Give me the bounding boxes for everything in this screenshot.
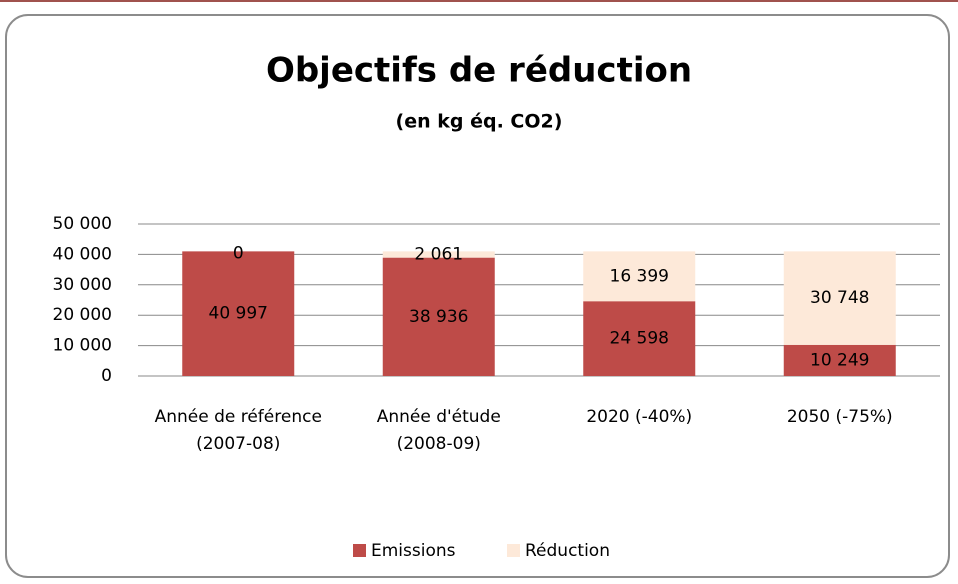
y-tick-label: 50 000	[53, 214, 112, 234]
x-tick-label: Année d'étude (2008-09)	[376, 407, 501, 454]
x-tick-label: 2020 (-40%)	[586, 407, 693, 427]
y-tick-label: 40 000	[53, 244, 112, 264]
top-border	[0, 0, 958, 2]
chart-title: Objectifs de réduction	[266, 51, 692, 91]
y-tick-label: 30 000	[53, 275, 112, 295]
bar-segment	[583, 251, 696, 302]
y-tick-label: 20 000	[53, 305, 112, 325]
legend-label: Emissions	[371, 541, 456, 561]
legend-swatch	[353, 544, 366, 557]
data-label: 10 249	[810, 350, 869, 370]
x-tick-label: Année de référence (2007-08)	[154, 407, 322, 454]
data-label: 16 399	[610, 266, 669, 286]
y-tick-label: 10 000	[53, 336, 112, 356]
x-tick-label: 2050 (-75%)	[786, 407, 893, 427]
legend-swatch	[507, 544, 520, 557]
data-label: 30 748	[810, 288, 869, 308]
bar-segment	[783, 251, 896, 345]
legend-label: Réduction	[525, 541, 610, 561]
y-tick-label: 0	[101, 366, 112, 386]
data-label: 0	[233, 243, 244, 263]
bar-segment	[783, 344, 896, 376]
bar-segment	[583, 301, 696, 376]
bar-segment	[382, 251, 495, 258]
data-label: 38 936	[409, 307, 468, 327]
chart-subtitle: (en kg éq. CO2)	[396, 111, 563, 133]
data-label: 2 061	[414, 245, 463, 265]
data-label: 40 997	[209, 304, 268, 324]
bar-segment	[382, 257, 495, 376]
data-label: 24 598	[610, 329, 669, 349]
bar-segment	[182, 251, 295, 376]
